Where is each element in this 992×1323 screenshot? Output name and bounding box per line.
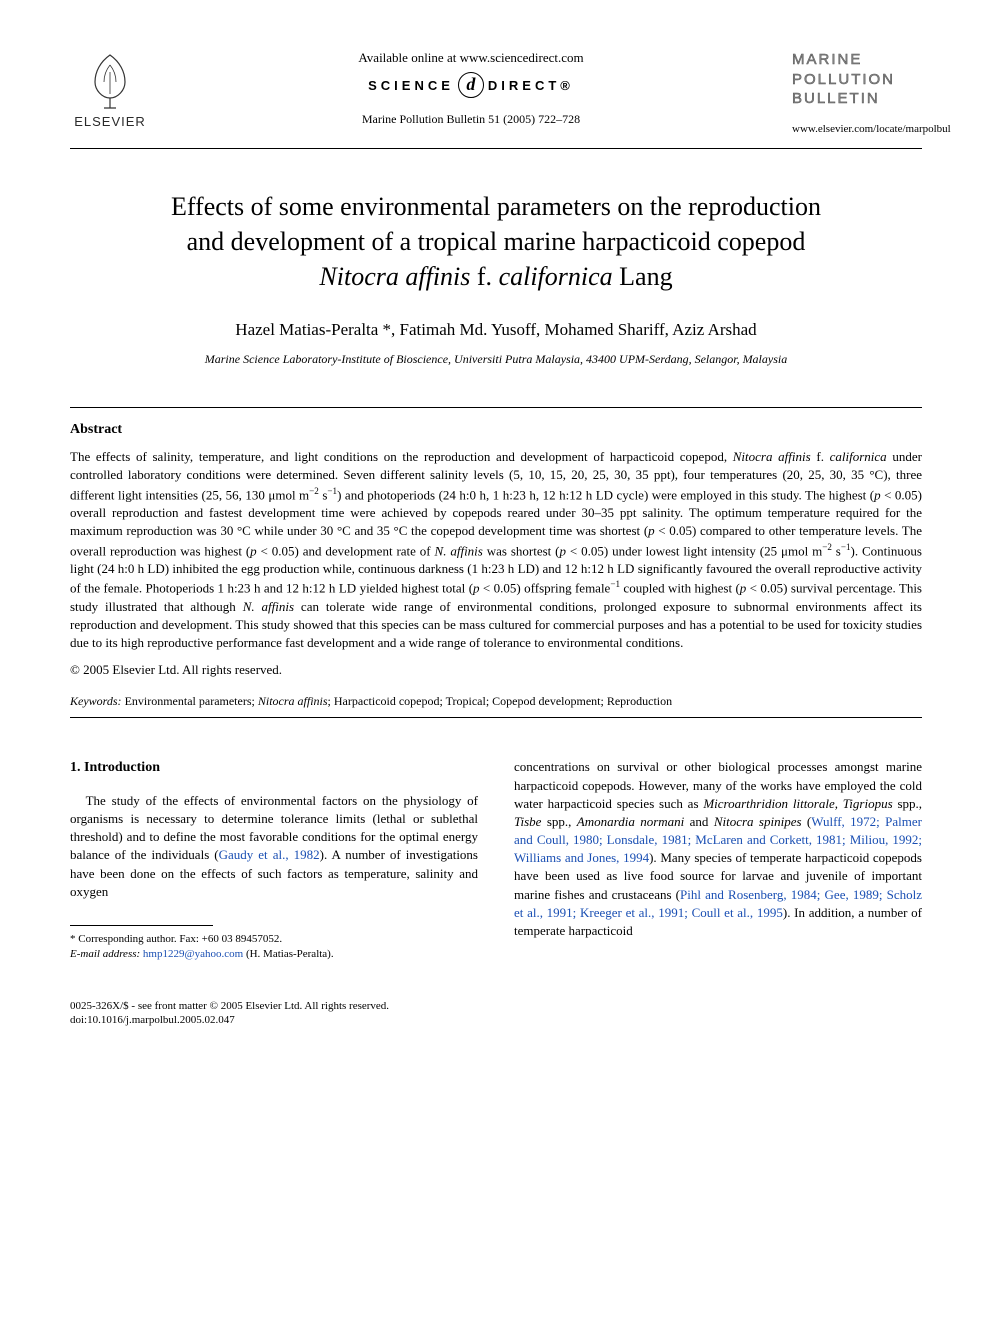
- sd-right: DIRECT®: [488, 78, 574, 93]
- keywords: Keywords: Environmental parameters; Nito…: [70, 694, 922, 709]
- footnote-corresponding: * Corresponding author. Fax: +60 03 8945…: [70, 932, 478, 947]
- keywords-label: Keywords:: [70, 694, 122, 708]
- abstract-heading: Abstract: [70, 422, 922, 438]
- journal-logo: MARINE POLLUTION BULLETIN www.elsevier.c…: [792, 50, 922, 135]
- authors: Hazel Matias-Peralta *, Fatimah Md. Yuso…: [70, 320, 922, 340]
- intro-para-right: concentrations on survival or other biol…: [514, 758, 922, 940]
- available-online-text: Available online at www.sciencedirect.co…: [170, 50, 772, 66]
- title-line1: Effects of some environmental parameters…: [171, 192, 821, 221]
- header: ELSEVIER Available online at www.science…: [70, 50, 922, 140]
- email-label: E-mail address:: [70, 948, 140, 960]
- bottom-line2: doi:10.1016/j.marpolbul.2005.02.047: [70, 1013, 922, 1027]
- sd-circle-icon: d: [458, 72, 484, 98]
- publisher-name: ELSEVIER: [74, 114, 146, 129]
- publisher-logo: ELSEVIER: [70, 50, 150, 140]
- footnote-divider: [70, 925, 213, 926]
- body-columns: 1. Introduction The study of the effects…: [70, 758, 922, 963]
- title-species1: Nitocra affinis: [319, 262, 470, 291]
- header-divider: [70, 148, 922, 149]
- sciencedirect-logo: SCIENCE d DIRECT®: [170, 72, 772, 98]
- affiliation: Marine Science Laboratory-Institute of B…: [70, 352, 922, 367]
- journal-url: www.elsevier.com/locate/marpolbul: [792, 123, 922, 135]
- article-title: Effects of some environmental parameters…: [70, 189, 922, 294]
- column-right: concentrations on survival or other biol…: [514, 758, 922, 963]
- column-left: 1. Introduction The study of the effects…: [70, 758, 478, 963]
- journal-title-l3: BULLETIN: [792, 89, 922, 109]
- center-header: Available online at www.sciencedirect.co…: [150, 50, 792, 127]
- keywords-text: Environmental parameters; Nitocra affini…: [122, 694, 673, 708]
- title-species2: californica: [499, 262, 613, 291]
- bottom-line1: 0025-326X/$ - see front matter © 2005 El…: [70, 999, 922, 1013]
- title-end: Lang: [613, 262, 673, 291]
- title-line2: and development of a tropical marine har…: [187, 227, 806, 256]
- citation-line: Marine Pollution Bulletin 51 (2005) 722–…: [170, 112, 772, 127]
- elsevier-tree-icon: [80, 50, 140, 110]
- title-mid: f.: [470, 262, 498, 291]
- journal-title-l1: MARINE: [792, 50, 922, 70]
- journal-title: MARINE POLLUTION BULLETIN: [792, 50, 922, 109]
- abstract-body: The effects of salinity, temperature, an…: [70, 448, 922, 652]
- email-address[interactable]: hmp1229@yahoo.com: [143, 948, 243, 960]
- abstract-top-divider: [70, 407, 922, 408]
- footnote-email: E-mail address: hmp1229@yahoo.com (H. Ma…: [70, 947, 478, 962]
- intro-heading: 1. Introduction: [70, 758, 478, 778]
- email-suffix: (H. Matias-Peralta).: [243, 948, 333, 960]
- bottom-info: 0025-326X/$ - see front matter © 2005 El…: [70, 999, 922, 1028]
- sd-left: SCIENCE: [368, 78, 454, 93]
- intro-para-left: The study of the effects of environmenta…: [70, 792, 478, 901]
- copyright: © 2005 Elsevier Ltd. All rights reserved…: [70, 662, 922, 678]
- journal-title-l2: POLLUTION: [792, 70, 922, 90]
- keywords-bottom-divider: [70, 717, 922, 718]
